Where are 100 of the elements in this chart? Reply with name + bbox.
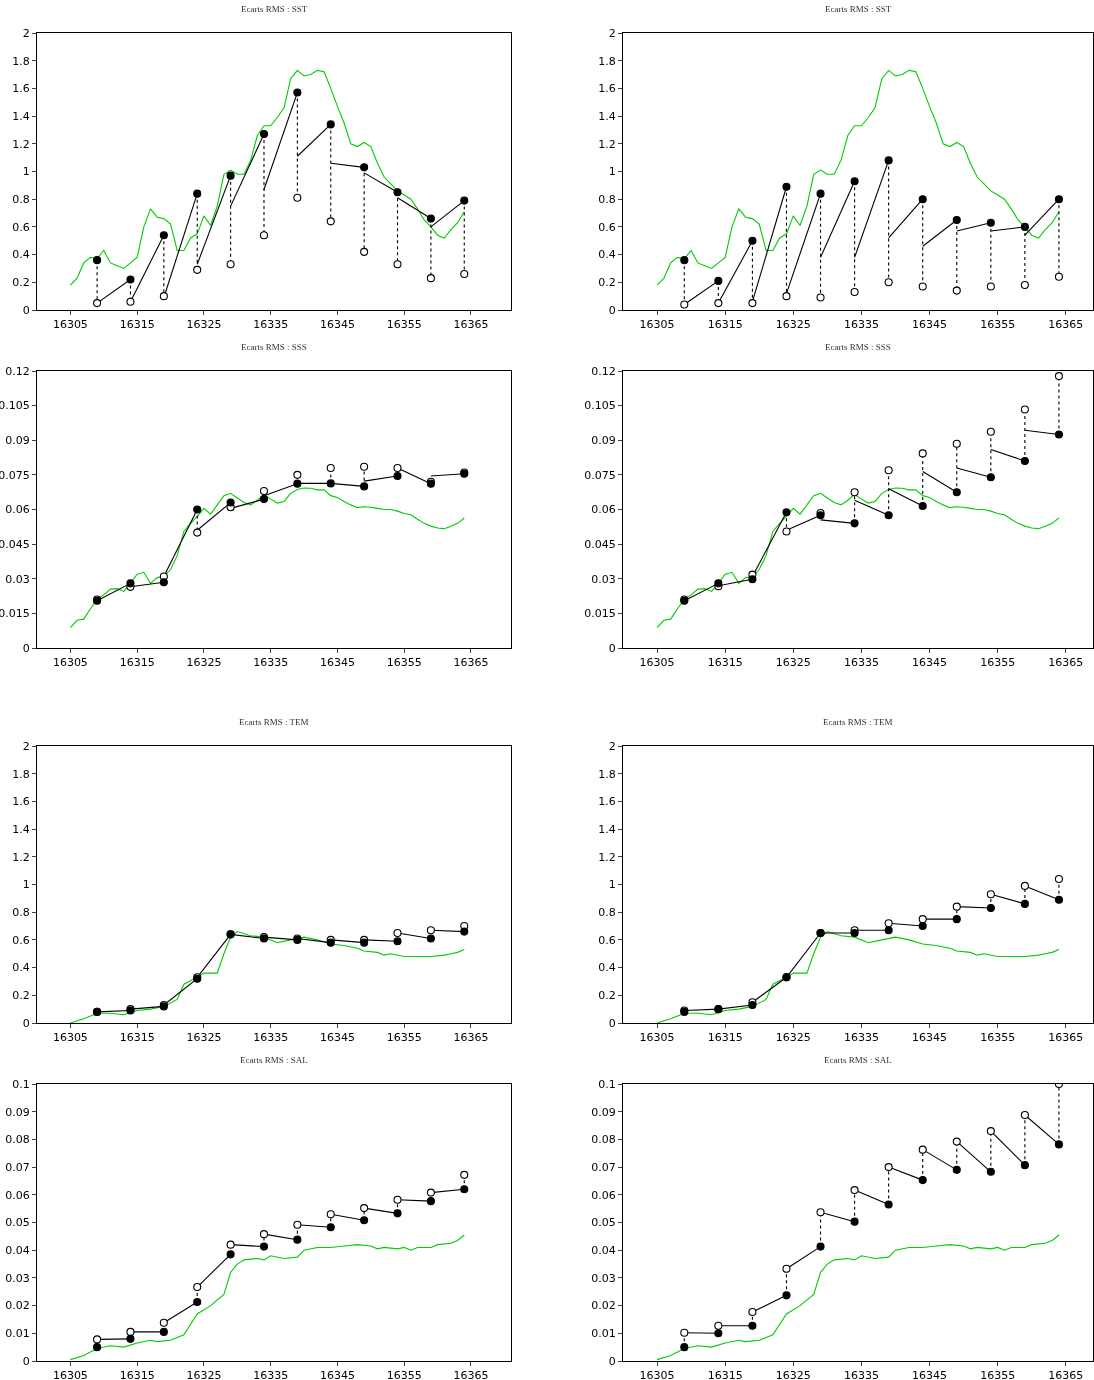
- y-tick-label: 1.6: [12, 795, 30, 809]
- y-tick-label: 0.12: [5, 364, 30, 378]
- x-tick-label: 16365: [1048, 318, 1084, 332]
- x-tick-label: 16355: [980, 318, 1016, 332]
- y-tick-label: 0.6: [598, 933, 616, 947]
- y-tick-label: 0.8: [12, 193, 30, 207]
- y-tick-label: 1.4: [12, 822, 30, 836]
- x-tick-label: 16355: [980, 1031, 1016, 1045]
- y-tick-label: 1: [22, 165, 30, 179]
- y-tick-label: 0.08: [5, 1133, 30, 1147]
- y-tick-label: 2: [22, 26, 30, 40]
- x-tick-label: 16335: [843, 318, 879, 332]
- x-tick-label: 16325: [775, 1031, 811, 1045]
- y-tick-label: 1.2: [12, 850, 30, 864]
- x-tick-label: 16345: [319, 1031, 355, 1045]
- y-tick-label: 0.1: [12, 1077, 30, 1091]
- y-tick-label: 0.09: [5, 434, 30, 448]
- y-tick-label: 0.6: [12, 220, 30, 234]
- chart-title: Ecarts RMS : SSS: [241, 342, 307, 352]
- x-tick-label: 16305: [52, 1031, 88, 1045]
- y-tick-label: 0: [22, 303, 30, 317]
- y-tick-label: 0.03: [591, 572, 616, 586]
- x-tick-label: 16325: [186, 656, 222, 670]
- y-tick-label: 0.8: [598, 193, 616, 207]
- x-tick-label: 16355: [980, 1369, 1016, 1380]
- x-tick-label: 16355: [386, 1369, 422, 1380]
- y-tick-label: 0.015: [584, 607, 616, 621]
- y-tick-label: 1.8: [598, 767, 616, 781]
- y-tick-label: 0.6: [598, 220, 616, 234]
- y-tick-label: 0.4: [12, 248, 30, 262]
- y-tick-label: 0.07: [591, 1160, 616, 1174]
- y-tick-label: 0.06: [591, 503, 616, 517]
- y-tick-label: 0.09: [5, 1105, 30, 1119]
- y-tick-label: 0: [608, 1016, 616, 1030]
- x-tick-label: 16315: [119, 1369, 155, 1380]
- chart-title: Ecarts RMS : SSS: [825, 342, 891, 352]
- y-tick-label: 1.8: [598, 54, 616, 68]
- x-tick-label: 16325: [186, 1369, 222, 1380]
- y-tick-label: 0.075: [584, 468, 616, 482]
- y-tick-label: 0.8: [598, 906, 616, 920]
- x-tick-label: 16325: [775, 318, 811, 332]
- y-tick-label: 1.2: [598, 137, 616, 151]
- y-tick-label: 0.6: [12, 933, 30, 947]
- chart-title: Ecarts RMS : TEM: [239, 717, 309, 727]
- y-tick-label: 1.4: [12, 109, 30, 123]
- y-tick-label: 0.2: [598, 276, 616, 290]
- y-tick-label: 0.03: [5, 572, 30, 586]
- y-tick-label: 0.045: [584, 537, 616, 551]
- x-tick-label: 16315: [707, 656, 743, 670]
- x-tick-label: 16305: [639, 1031, 675, 1045]
- y-tick-label: 1.2: [598, 850, 616, 864]
- y-tick-label: 0.06: [5, 1188, 30, 1202]
- y-tick-label: 0.07: [5, 1160, 30, 1174]
- y-tick-label: 0.06: [591, 1188, 616, 1202]
- x-tick-label: 16325: [186, 318, 222, 332]
- x-tick-label: 16325: [775, 656, 811, 670]
- x-tick-label: 16315: [119, 656, 155, 670]
- y-tick-label: 0.4: [598, 248, 616, 262]
- chart-title: Ecarts RMS : SAL: [824, 1055, 892, 1065]
- y-tick-label: 0: [22, 1354, 30, 1368]
- chart-title: Ecarts RMS : TEM: [823, 717, 893, 727]
- y-tick-label: 0.01: [591, 1327, 616, 1341]
- x-tick-label: 16305: [639, 318, 675, 332]
- x-tick-label: 16335: [843, 1369, 879, 1380]
- y-tick-label: 1: [608, 165, 616, 179]
- y-tick-label: 0.05: [5, 1216, 30, 1230]
- x-tick-label: 16335: [843, 1031, 879, 1045]
- x-tick-label: 16305: [52, 656, 88, 670]
- x-tick-label: 16305: [639, 1369, 675, 1380]
- x-tick-label: 16345: [912, 1369, 948, 1380]
- x-tick-label: 16365: [453, 1031, 489, 1045]
- y-tick-label: 0.09: [591, 434, 616, 448]
- y-tick-label: 0.4: [598, 961, 616, 975]
- x-tick-label: 16355: [386, 1031, 422, 1045]
- y-tick-label: 0.1: [598, 1077, 616, 1091]
- x-tick-label: 16355: [386, 318, 422, 332]
- y-tick-label: 1.6: [598, 82, 616, 96]
- y-tick-label: 0.04: [591, 1244, 616, 1258]
- y-tick-label: 2: [608, 26, 616, 40]
- x-tick-label: 16335: [843, 656, 879, 670]
- y-tick-label: 0.105: [584, 399, 616, 413]
- x-tick-label: 16365: [1048, 656, 1084, 670]
- y-tick-label: 0.03: [5, 1271, 30, 1285]
- x-tick-label: 16345: [319, 656, 355, 670]
- y-tick-label: 0.12: [591, 364, 616, 378]
- y-tick-label: 0.06: [5, 503, 30, 517]
- chart-title: Ecarts RMS : SAL: [240, 1055, 308, 1065]
- x-tick-label: 16335: [253, 1031, 289, 1045]
- x-tick-label: 16365: [1048, 1031, 1084, 1045]
- y-tick-label: 1: [22, 878, 30, 892]
- y-tick-label: 0.04: [5, 1244, 30, 1258]
- x-tick-label: 16325: [186, 1031, 222, 1045]
- y-tick-label: 0.02: [5, 1299, 30, 1313]
- y-tick-label: 0.03: [591, 1271, 616, 1285]
- x-tick-label: 16345: [319, 318, 355, 332]
- x-tick-label: 16345: [912, 656, 948, 670]
- y-tick-label: 0.09: [591, 1105, 616, 1119]
- x-tick-label: 16355: [980, 656, 1016, 670]
- x-tick-label: 16365: [453, 656, 489, 670]
- y-tick-label: 2: [22, 739, 30, 753]
